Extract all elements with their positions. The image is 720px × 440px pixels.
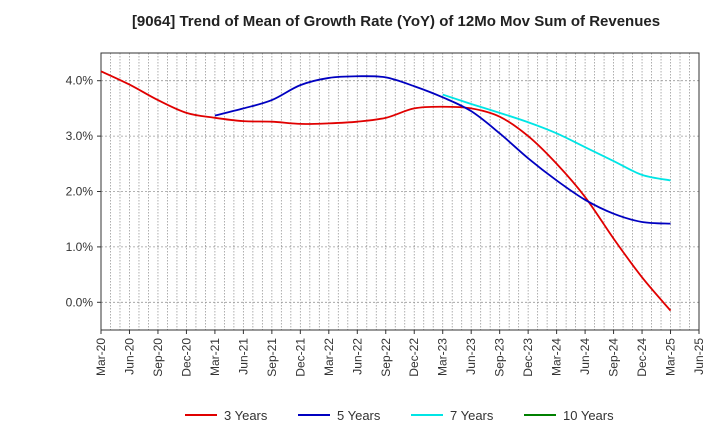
- x-tick-label: Jun-21: [236, 338, 250, 375]
- x-tick-label: Dec-21: [293, 338, 307, 377]
- legend-label: 7 Years: [450, 408, 494, 423]
- x-tick-label: Jun-20: [122, 338, 136, 375]
- x-tick-label: Dec-22: [407, 338, 421, 377]
- series-line-5-years: [214, 75, 671, 225]
- x-tick-label: Sep-23: [493, 338, 507, 377]
- y-axis-ticks: 0.0% 1.0% 2.0% 3.0% 4.0%: [66, 74, 101, 309]
- x-axis-ticks: Mar-20 Jun-20 Sep-20 Dec-20 Mar-21 Jun-21 Sep-…: [94, 330, 706, 377]
- chart-legend: 3 Years 5 Years 7 Years 10 Years: [185, 408, 614, 423]
- x-tick-label: Jun-22: [350, 338, 364, 375]
- x-tick-label: Jun-25: [692, 338, 706, 375]
- chart-title: [9064] Trend of Mean of Growth Rate (YoY…: [132, 13, 660, 30]
- x-tick-label: Sep-22: [379, 338, 393, 377]
- x-tick-label: Mar-21: [208, 338, 222, 376]
- x-tick-label: Dec-23: [521, 338, 535, 377]
- x-tick-label: Mar-25: [664, 338, 678, 376]
- x-tick-label: Sep-21: [265, 338, 279, 377]
- y-tick-label: 1.0%: [66, 240, 94, 254]
- series-lines: [100, 70, 672, 312]
- x-tick-label: Mar-20: [94, 338, 108, 376]
- series-line-3-years: [100, 70, 672, 312]
- x-tick-label: Dec-24: [635, 338, 649, 377]
- x-tick-label: Jun-23: [464, 338, 478, 375]
- x-tick-label: Dec-20: [179, 338, 193, 377]
- x-tick-label: Mar-23: [436, 338, 450, 376]
- y-tick-label: 4.0%: [66, 74, 94, 88]
- y-tick-label: 3.0%: [66, 129, 94, 143]
- x-tick-label: Mar-22: [322, 338, 336, 376]
- chart-grid: [101, 53, 699, 330]
- x-tick-label: Sep-20: [151, 338, 165, 377]
- x-tick-label: Sep-24: [607, 338, 621, 377]
- y-tick-label: 0.0%: [66, 295, 94, 309]
- x-tick-label: Mar-24: [550, 338, 564, 376]
- legend-label: 10 Years: [563, 408, 614, 423]
- legend-label: 5 Years: [337, 408, 381, 423]
- series-line-7-years: [442, 93, 671, 182]
- y-tick-label: 2.0%: [66, 185, 94, 199]
- x-tick-label: Jun-24: [578, 338, 592, 375]
- legend-label: 3 Years: [224, 408, 268, 423]
